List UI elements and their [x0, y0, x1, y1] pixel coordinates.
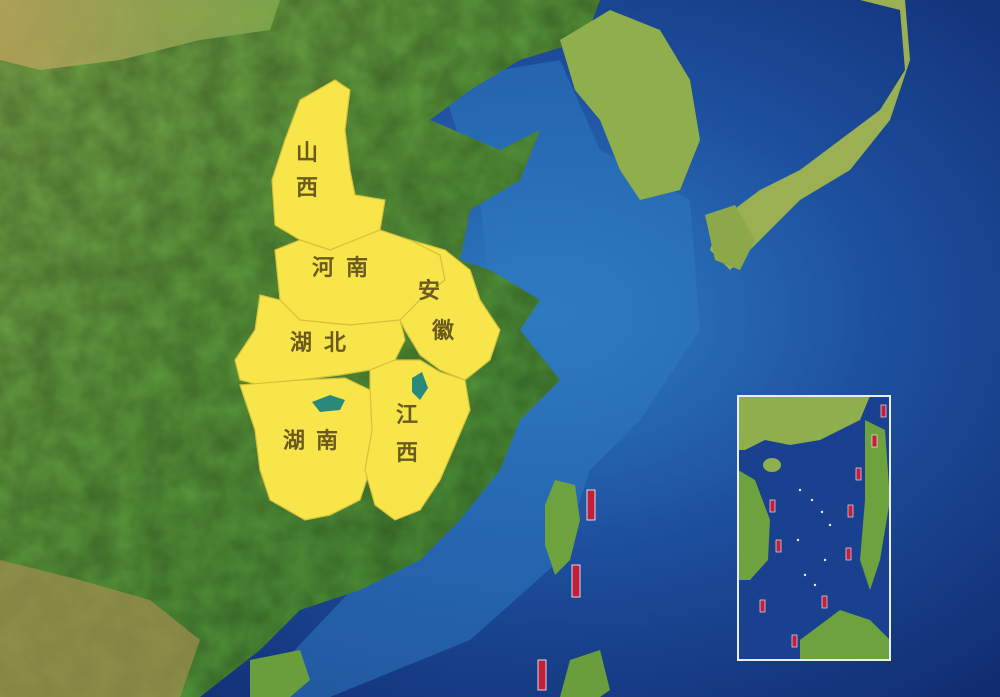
flag-marker — [537, 659, 547, 691]
southwest-highland — [0, 560, 200, 697]
flag-markers — [537, 489, 596, 691]
province-labels: 山 西 河 南 安 徽 湖 北 湖 南 江 西 — [283, 141, 455, 466]
province-anhui[interactable] — [399, 239, 501, 381]
korean-peninsula — [560, 10, 700, 200]
flag-marker — [586, 489, 596, 521]
inset-islands — [796, 488, 832, 587]
inset-borneo — [800, 610, 890, 660]
label-anhui-1: 安 — [418, 278, 440, 304]
inset-flag — [845, 547, 852, 561]
taiwan-island — [545, 480, 580, 575]
highlighted-region — [234, 79, 501, 521]
label-anhui-2: 徽 — [431, 318, 455, 344]
label-henan-1: 河 — [312, 256, 334, 281]
inset-hainan — [763, 458, 781, 472]
province-shanxi[interactable] — [271, 79, 386, 251]
inset-flag — [855, 467, 862, 481]
inset-flag — [871, 434, 878, 448]
luzon-fragment — [560, 650, 610, 697]
label-jiangxi-2: 西 — [396, 441, 418, 466]
inset-philippines — [860, 420, 890, 590]
inset-flag — [847, 504, 854, 518]
inset-flag — [791, 634, 798, 648]
label-jiangxi-1: 江 — [396, 403, 418, 428]
inset-indochina — [738, 470, 770, 580]
province-hunan[interactable] — [239, 377, 376, 521]
province-jiangxi[interactable] — [364, 359, 471, 521]
south-china-sea-inset — [737, 395, 891, 661]
label-shanxi-1: 山 — [296, 141, 318, 166]
inset-flags — [759, 404, 887, 648]
label-hubei-2: 北 — [324, 331, 346, 356]
label-hunan-2: 南 — [316, 429, 338, 454]
flag-marker — [571, 564, 581, 598]
japan-kyushu — [705, 205, 755, 270]
inset-flag — [880, 404, 887, 418]
japan-honshu — [710, 0, 910, 270]
shallow-shelf — [250, 60, 700, 697]
label-hubei-1: 湖 — [290, 331, 312, 356]
label-shanxi-2: 西 — [296, 176, 318, 201]
dongting-lake — [312, 395, 345, 412]
poyang-lake — [412, 372, 428, 400]
inset-mainland — [738, 396, 870, 450]
northern-plateau — [0, 0, 280, 70]
inset-flag — [759, 599, 766, 613]
inset-flag — [775, 539, 782, 553]
inset-flag — [769, 499, 776, 513]
label-henan-2: 南 — [346, 256, 368, 281]
label-hunan-1: 湖 — [283, 429, 305, 454]
inset-flag — [821, 595, 828, 609]
hainan-island — [250, 650, 310, 697]
inset-frame — [737, 395, 891, 661]
